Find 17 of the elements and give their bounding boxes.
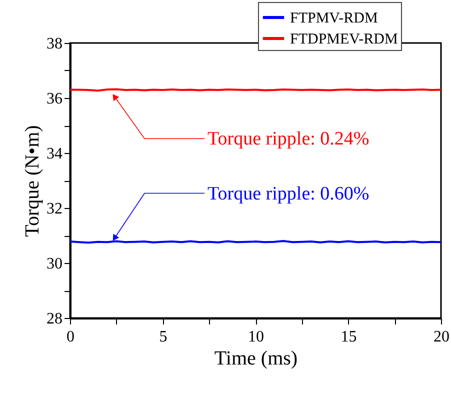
y-tick-label: 30 xyxy=(46,256,62,272)
x-axis-title: Time (ms) xyxy=(214,348,298,370)
x-tick-label: 10 xyxy=(248,328,264,346)
x-tick-label: 0 xyxy=(66,328,74,346)
y-tick-label: 34 xyxy=(46,146,62,162)
legend-label: FTPMV-RDM xyxy=(290,10,378,26)
annotation: Torque ripple: 0.24% xyxy=(208,128,370,150)
y-tick-label: 38 xyxy=(46,36,62,52)
y-tick-label: 28 xyxy=(46,310,62,328)
x-tick-label: 20 xyxy=(434,328,450,346)
x-tick-label: 15 xyxy=(340,328,357,346)
x-tick-label: 5 xyxy=(159,328,168,346)
y-axis-title: Torque (N•m) xyxy=(22,125,44,237)
y-tick-label: 36 xyxy=(46,90,62,108)
annotation: Torque ripple: 0.60% xyxy=(208,183,370,204)
legend-label: FTDPMEV-RDM xyxy=(290,32,398,48)
y-tick-label: 32 xyxy=(46,200,62,218)
